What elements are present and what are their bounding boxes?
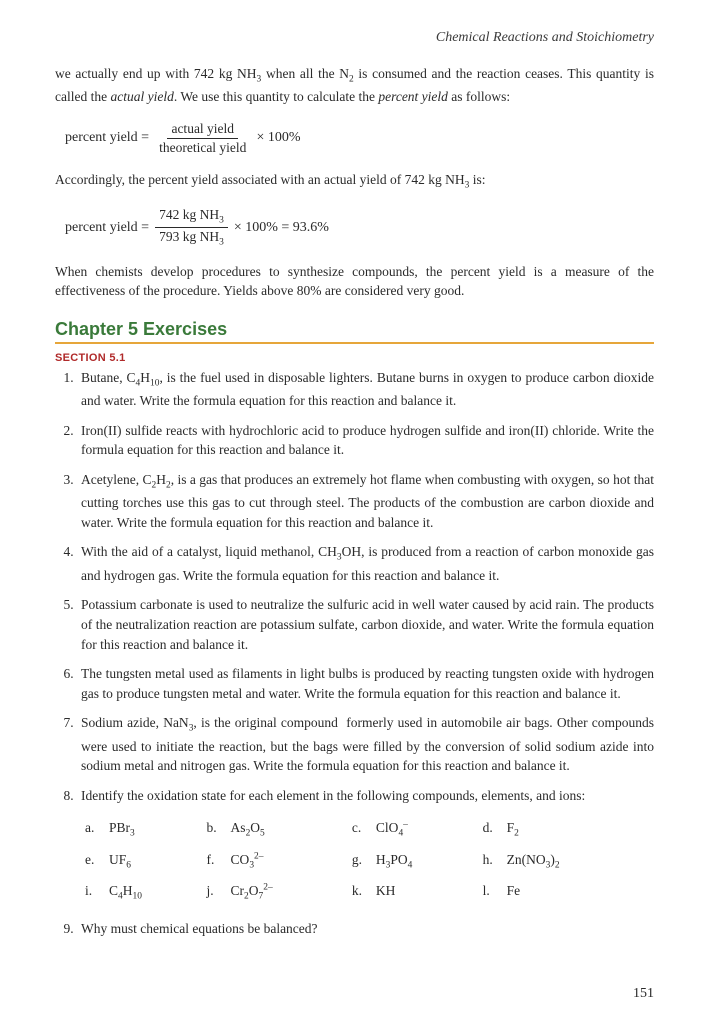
formula-rhs: × 100% = 93.6% [234,220,329,236]
heading-rule [55,342,654,344]
page: Chemical Reactions and Stoichiometry we … [0,0,709,1024]
denominator: 793 kg NH3 [155,228,228,248]
cell-value: Cr2O72– [229,878,348,907]
fraction: 742 kg NH3 793 kg NH3 [155,207,228,247]
fraction: actual yield theoretical yield [155,121,250,156]
cell-letter: c. [350,815,372,844]
cell-value: Zn(NO3)2 [505,847,652,876]
cell-letter: e. [83,847,105,876]
cell-letter: d. [481,815,503,844]
cell-letter: g. [350,847,372,876]
page-number: 151 [633,986,654,1002]
exercise-item: Sodium azide, NaN3, is the original comp… [77,713,654,776]
formula-lhs: percent yield = [65,130,149,146]
mid-paragraph: Accordingly, the percent yield associate… [55,170,654,193]
percent-yield-formula-numeric: percent yield = 742 kg NH3 793 kg NH3 × … [65,207,654,247]
formula-lhs: percent yield = [65,220,149,236]
numerator: 742 kg NH3 [155,207,228,228]
exercise-list: Butane, C4H10, is the fuel used in dispo… [55,368,654,939]
cell-value: H3PO4 [374,847,479,876]
cell-letter: f. [205,847,227,876]
running-head: Chemical Reactions and Stoichiometry [55,30,654,46]
exercise-item: Acetylene, C2H2, is a gas that produces … [77,470,654,533]
intro-paragraph: we actually end up with 742 kg NH3 when … [55,64,654,107]
exercise-text: Identify the oxidation state for each el… [81,788,585,803]
exercise-item: Iron(II) sulfide reacts with hydrochlori… [77,421,654,460]
formula-rhs: × 100% [256,130,300,146]
cell-letter: l. [481,878,503,907]
table-row: e.UF6 f.CO32– g.H3PO4 h.Zn(NO3)2 [83,847,652,876]
cell-letter: i. [83,878,105,907]
section-label: SECTION 5.1 [55,352,654,364]
cell-letter: a. [83,815,105,844]
cell-value: Fe [505,878,652,907]
cell-value: CO32– [229,847,348,876]
compound-table: a.PBr3 b.As2O5 c.ClO4– d.F2 e.UF6 f.CO32… [81,813,654,909]
table-row: a.PBr3 b.As2O5 c.ClO4– d.F2 [83,815,652,844]
chapter-exercises-heading: Chapter 5 Exercises [55,319,654,340]
exercise-item: Why must chemical equations be balanced? [77,919,654,939]
cell-letter: k. [350,878,372,907]
numerator: actual yield [167,121,238,139]
cell-letter: h. [481,847,503,876]
cell-letter: b. [205,815,227,844]
cell-value: C4H10 [107,878,203,907]
cell-value: KH [374,878,479,907]
denominator: theoretical yield [155,139,250,156]
cell-value: PBr3 [107,815,203,844]
cell-value: As2O5 [229,815,348,844]
exercise-item: Potassium carbonate is used to neutraliz… [77,595,654,654]
exercise-item: Identify the oxidation state for each el… [77,786,654,910]
cell-value: UF6 [107,847,203,876]
cell-value: ClO4– [374,815,479,844]
exercise-item: Butane, C4H10, is the fuel used in dispo… [77,368,654,411]
percent-yield-formula-generic: percent yield = actual yield theoretical… [65,121,654,156]
closing-paragraph: When chemists develop procedures to synt… [55,262,654,301]
exercise-item: The tungsten metal used as filaments in … [77,664,654,703]
exercise-item: With the aid of a catalyst, liquid metha… [77,542,654,585]
cell-value: F2 [505,815,652,844]
table-row: i.C4H10 j.Cr2O72– k.KH l.Fe [83,878,652,907]
cell-letter: j. [205,878,227,907]
